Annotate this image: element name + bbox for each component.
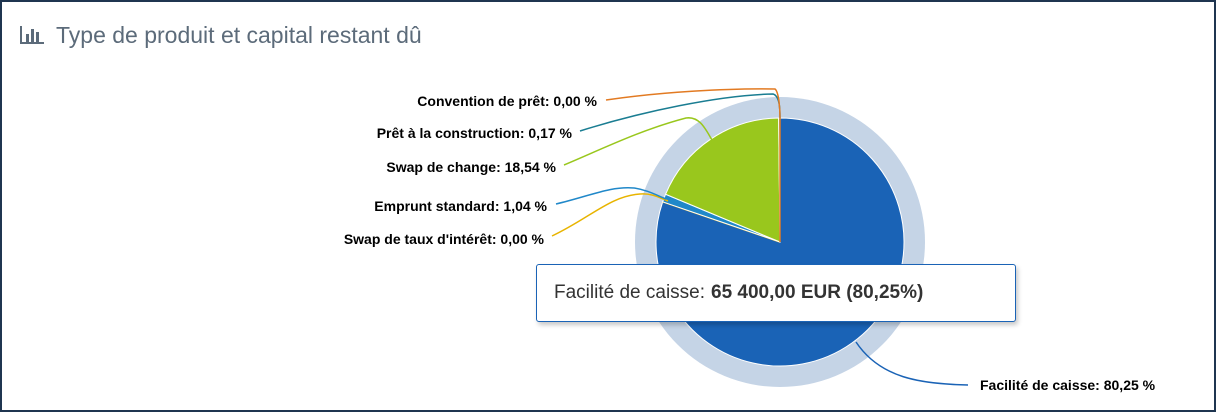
- panel-header: Type de produit et capital restant dû: [18, 18, 422, 52]
- data-label-pret-a-la-construction: Prêt à la construction: 0,17 %: [377, 125, 573, 141]
- tooltip-label: Facilité de caisse:: [554, 282, 706, 303]
- data-label-facilite-de-caisse: Facilité de caisse: 80,25 %: [980, 377, 1156, 393]
- connector-swap-de-taux-d-interet: [551, 193, 669, 237]
- chart-tooltip: Facilité de caisse: 65 400,00 EUR (80,25…: [536, 264, 1016, 322]
- connector-emprunt-standard: [555, 186, 667, 205]
- pie-slices: [655, 117, 905, 367]
- pie-labels: Facilité de caisse: 80,25 % Swap de taux …: [344, 93, 1156, 393]
- data-label-convention-de-pret: Convention de prêt: 0,00 %: [417, 93, 597, 109]
- bar-chart-icon: [20, 26, 44, 44]
- data-label-swap-de-taux-d-interet: Swap de taux d'intérêt: 0,00 %: [344, 231, 545, 247]
- tooltip-value: 65 400,00 EUR (80,25%): [711, 282, 924, 303]
- data-label-emprunt-standard: Emprunt standard: 1,04 %: [374, 198, 547, 214]
- connector-swap-de-change: [563, 117, 713, 166]
- connector-facilite-de-caisse: [855, 341, 969, 386]
- data-label-swap-de-change: Swap de change: 18,54 %: [386, 159, 556, 175]
- connector-convention-de-pret: [605, 88, 781, 119]
- pie-connectors: [551, 88, 969, 386]
- chart-title: Type de produit et capital restant dû: [56, 21, 422, 48]
